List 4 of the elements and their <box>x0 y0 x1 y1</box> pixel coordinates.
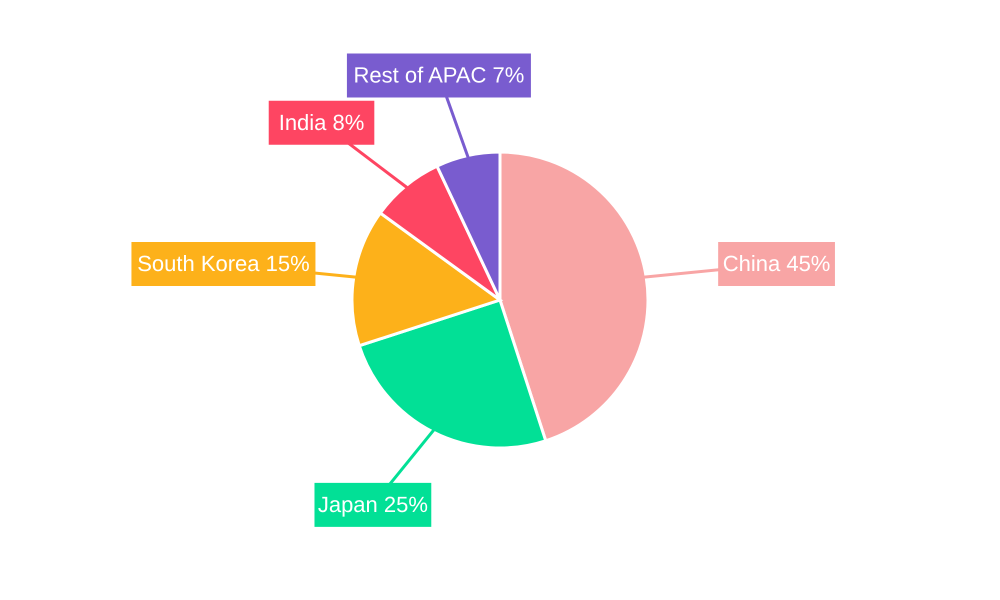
slice-label: India 8% <box>278 110 364 135</box>
slice-label: China 45% <box>722 251 830 276</box>
slice-label: Rest of APAC 7% <box>354 62 524 88</box>
slice-label: Japan 25% <box>318 492 428 517</box>
